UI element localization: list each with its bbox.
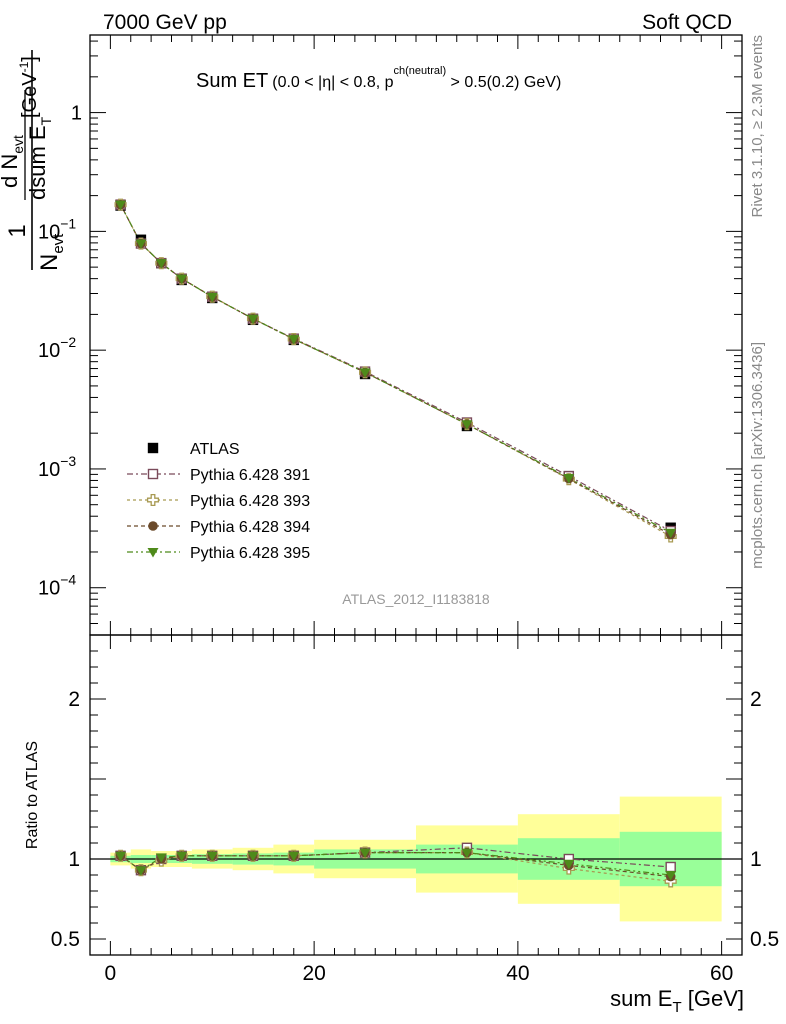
side-label-rivet: Rivet 3.1.10, ≥ 2.3M events [749,35,766,218]
svg-text:Sum ET(0.0 < |η| < 0.8, pch(ne: Sum ET (0.0 < |η| < 0.8, pch(neutral) > 0… [196,65,561,92]
legend-marker [147,442,159,454]
data-point [665,528,677,539]
data-point [135,239,147,250]
ylabel-n-sub: evt [50,233,67,254]
ratio-data-point [135,866,147,876]
y-tick-label: 0.5 [51,928,80,951]
xlabel: sum E [610,986,672,1011]
y-tick-label: 1 [71,103,82,125]
data-point [115,200,127,211]
ratio-series-line [120,851,671,876]
legend-label: Pythia 6.428 391 [190,467,310,484]
ratio-data-point [176,851,188,862]
x-axis-label: sum ET [GeV] [610,986,744,1016]
data-point [176,274,188,285]
legend-label: Pythia 6.428 393 [190,493,310,510]
title-sub-end: > 0.5(0.2) GeV) [446,74,561,91]
ylabel-unit-sup: -1 [17,61,31,72]
y-tick-label: 10−2 [38,334,76,362]
x-tick-label: 20 [302,962,325,985]
main-lines [120,204,671,538]
ylabel-unit-end: ] [19,56,41,62]
ratio-data-point [563,859,575,870]
svg-text:d Nevt: d Nevt [0,135,26,188]
legend-label: Pythia 6.428 394 [190,519,310,536]
legend-label: Pythia 6.428 395 [190,545,310,562]
ratio-panel: 0 20 40 60 0.5 0.5 1 1 2 2 Ratio to ATLAS sum ET… [24,634,779,1016]
ratio-data-point [155,853,167,863]
ylabel-dsum-sub: T [38,116,54,125]
ratio-data-point [359,848,371,859]
ratio-data-point [115,851,127,862]
main-y-label: 1 Nevt d Nevt dsum ET [GeV-1] [0,50,67,271]
legend-marker [148,521,158,531]
ylabel-dn-sub: evt [10,135,26,154]
ratio-data-point [288,851,300,862]
x-tick-label: 40 [506,962,529,985]
y-tick-label-right: 1 [750,848,762,871]
ratio-y-label: Ratio to ATLAS [24,741,41,849]
watermark: ATLAS_2012_I1183818 [342,591,490,607]
ratio-data-point [665,861,676,873]
ratio-x-ticks: 0 20 40 60 [105,635,733,985]
side-label-mcplots: mcplots.cern.ch [arXiv:1306.3436] [749,342,766,569]
legend-marker [146,493,160,507]
data-point [359,368,371,378]
legend-marker [147,548,159,558]
svg-text:dsum ET: dsum ET [25,116,54,200]
y-tick-label: 1 [68,848,80,871]
svg-text:Nevt: Nevt [36,233,67,271]
y-tick-label-right: 0.5 [750,928,779,951]
data-point [461,420,473,430]
ratio-y-ticks: 0.5 0.5 1 1 2 2 [51,650,779,951]
y-tick-label: 10−4 [38,572,76,600]
main-markers [114,198,677,543]
data-point [206,292,218,303]
y-tick-label: 2 [68,688,80,711]
title-sup: ch(neutral) [394,65,447,77]
legend-label: ATLAS [190,441,240,458]
xlabel-sub: T [672,999,681,1016]
ylabel-dsum: dsum E [25,125,50,200]
series-line [120,204,671,536]
ratio-data-point [665,871,677,881]
data-point [247,314,259,325]
legend-marker [147,468,159,480]
ylabel-n: N [36,254,63,271]
header-left: 7000 GeV pp [103,11,227,34]
ratio-data-point [461,848,473,859]
main-title: Sum ET (0.0 < |η| < 0.8, pch(neutral) > 0… [196,65,561,92]
svg-text:[GeV-1]: [GeV-1] [17,56,41,118]
legend: ATLAS Pythia 6.428 391 Pythia 6.428 393 Pyt… [127,441,310,562]
main-frame [89,34,743,636]
header-right: Soft QCD [642,11,732,34]
ylabel-dn: d N [0,154,22,188]
xlabel-unit: [GeV] [682,986,744,1011]
main-x-ticks [109,35,723,635]
main-panel: 1 10−1 10−2 10−3 10−4 Sum ET (0.0 < |η| < 0.8… [0,34,743,636]
title-main: Sum ET [196,70,268,92]
data-point [155,259,167,269]
ylabel-unit: [GeV [19,72,41,118]
ylabel-one: 1 [4,224,31,237]
series-line [120,204,671,538]
series-line [120,204,671,534]
y-tick-label: 10−1 [38,215,76,243]
x-tick-label: 60 [710,962,733,985]
x-tick-label: 0 [105,962,117,985]
ratio-data-point [206,851,218,862]
ratio-data-point [247,851,259,862]
title-sub: (0.0 < |η| < 0.8, p [272,74,393,91]
data-point [563,473,575,484]
ratio-markers [114,842,677,888]
main-y-ticks: 1 10−1 10−2 10−3 10−4 [38,40,742,636]
y-tick-label: 10−3 [38,453,76,481]
y-tick-label-right: 2 [750,688,762,711]
data-point [288,335,300,345]
